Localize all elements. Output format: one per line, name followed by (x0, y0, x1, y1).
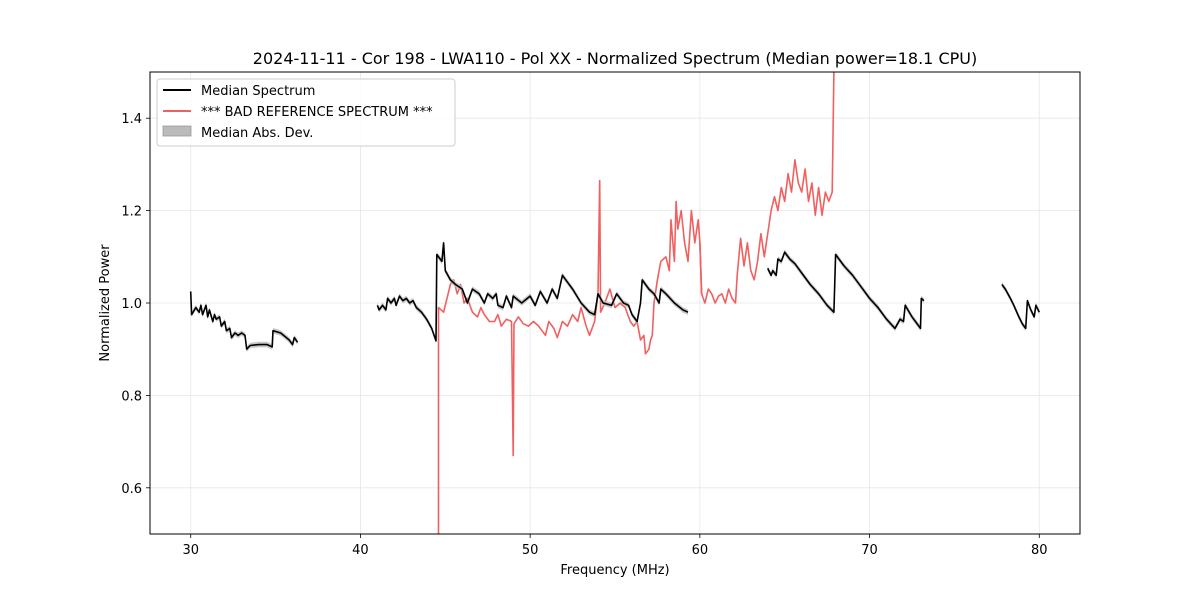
x-tick-label: 30 (182, 543, 199, 558)
legend: Median Spectrum *** BAD REFERENCE SPECTR… (156, 78, 456, 147)
legend-label-median: Median Spectrum (201, 84, 315, 99)
legend-swatch-mad (162, 125, 192, 137)
x-tick-label: 40 (352, 543, 369, 558)
plot-area (149, 71, 1081, 535)
bad-reference-line (437, 72, 835, 534)
legend-label-mad: Median Abs. Dev. (201, 126, 313, 141)
y-tick-label: 0.6 (121, 482, 142, 497)
y-tick-label: 0.8 (121, 389, 142, 404)
bad-reference-line (699, 242, 703, 294)
x-axis: 30 40 50 60 70 80 (182, 534, 1048, 558)
chart-title: 2024-11-11 - Cor 198 - LWA110 - Pol XX -… (253, 49, 977, 68)
median-spectrum-line (766, 251, 925, 330)
series-layer (189, 72, 1041, 534)
y-tick-label: 1.4 (121, 112, 142, 127)
x-axis-label: Frequency (MHz) (560, 563, 669, 578)
x-tick-label: 60 (692, 543, 709, 558)
median-spectrum-line (189, 291, 299, 350)
median-spectrum-line (1001, 284, 1041, 330)
y-tick-label: 1.2 (121, 205, 142, 220)
y-axis-label: Normalized Power (98, 244, 113, 362)
median-spectrum-line (376, 242, 689, 342)
legend-label-bad-reference: *** BAD REFERENCE SPECTRUM *** (201, 105, 433, 120)
x-tick-label: 50 (522, 543, 539, 558)
legend-box (156, 78, 456, 147)
x-tick-label: 70 (861, 543, 878, 558)
x-tick-label: 80 (1031, 543, 1048, 558)
y-axis: 0.6 0.8 1.0 1.2 1.4 (121, 112, 150, 497)
y-tick-label: 1.0 (121, 297, 142, 312)
grid (150, 72, 1080, 534)
